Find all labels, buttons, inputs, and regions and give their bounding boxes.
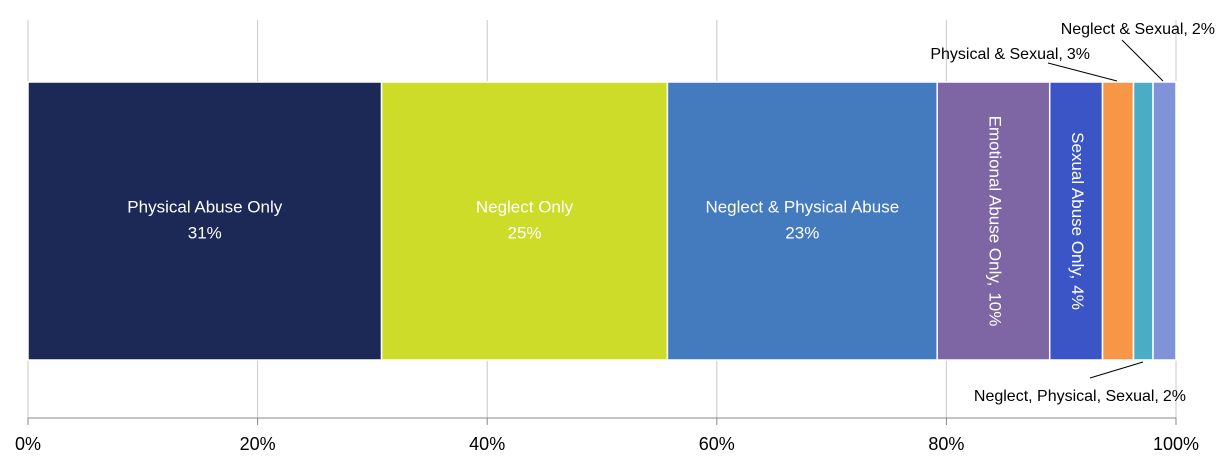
segment-name: Emotional Abuse Only,: [985, 116, 1004, 287]
segment-name: Neglect, Physical, Sexual,: [974, 388, 1159, 405]
callout-label: Neglect, Physical, Sexual, 2%: [974, 388, 1186, 405]
data-label: 23%: [785, 223, 819, 242]
bar-segment: [936, 81, 1051, 361]
bar-segment: [1101, 81, 1135, 361]
segment-name: Neglect & Physical Abuse: [705, 197, 899, 216]
data-label: 4%: [1068, 285, 1087, 310]
segment-name: Neglect & Sexual,: [1061, 21, 1188, 38]
bar-segment: [380, 81, 669, 361]
data-label: 10%: [985, 292, 1004, 326]
data-label: 2%: [1192, 21, 1215, 38]
bar-segment: [1132, 81, 1154, 361]
x-tick-label: 0%: [15, 434, 41, 454]
bar-segment: [1048, 81, 1104, 361]
segment-name: Physical & Sexual,: [930, 46, 1063, 63]
x-tick-label: 60%: [699, 434, 735, 454]
segment-label: Emotional Abuse Only, 10%: [985, 116, 1004, 327]
leader-line: [1089, 361, 1144, 379]
x-tick-label: 80%: [928, 434, 964, 454]
bar-segment: [666, 81, 938, 361]
data-label: 2%: [1163, 388, 1186, 405]
bar-segment: [1152, 81, 1177, 361]
segment-name: Physical Abuse Only: [127, 197, 282, 216]
callout-label: Neglect & Sexual, 2%: [1061, 21, 1215, 38]
segment-name: Sexual Abuse Only,: [1068, 132, 1087, 279]
data-label: 25%: [507, 223, 541, 242]
segment-label: Sexual Abuse Only, 4%: [1068, 132, 1087, 310]
x-tick-label: 40%: [469, 434, 505, 454]
data-label: 31%: [188, 223, 222, 242]
data-label: 3%: [1067, 46, 1090, 63]
leader-line: [1047, 62, 1118, 82]
leader-line: [1121, 39, 1164, 82]
segment-name: Neglect Only: [476, 197, 574, 216]
callout-label: Physical & Sexual, 3%: [930, 46, 1090, 63]
x-tick-label: 20%: [240, 434, 276, 454]
bar-segment: [27, 81, 383, 361]
x-tick-label: 100%: [1153, 434, 1199, 454]
